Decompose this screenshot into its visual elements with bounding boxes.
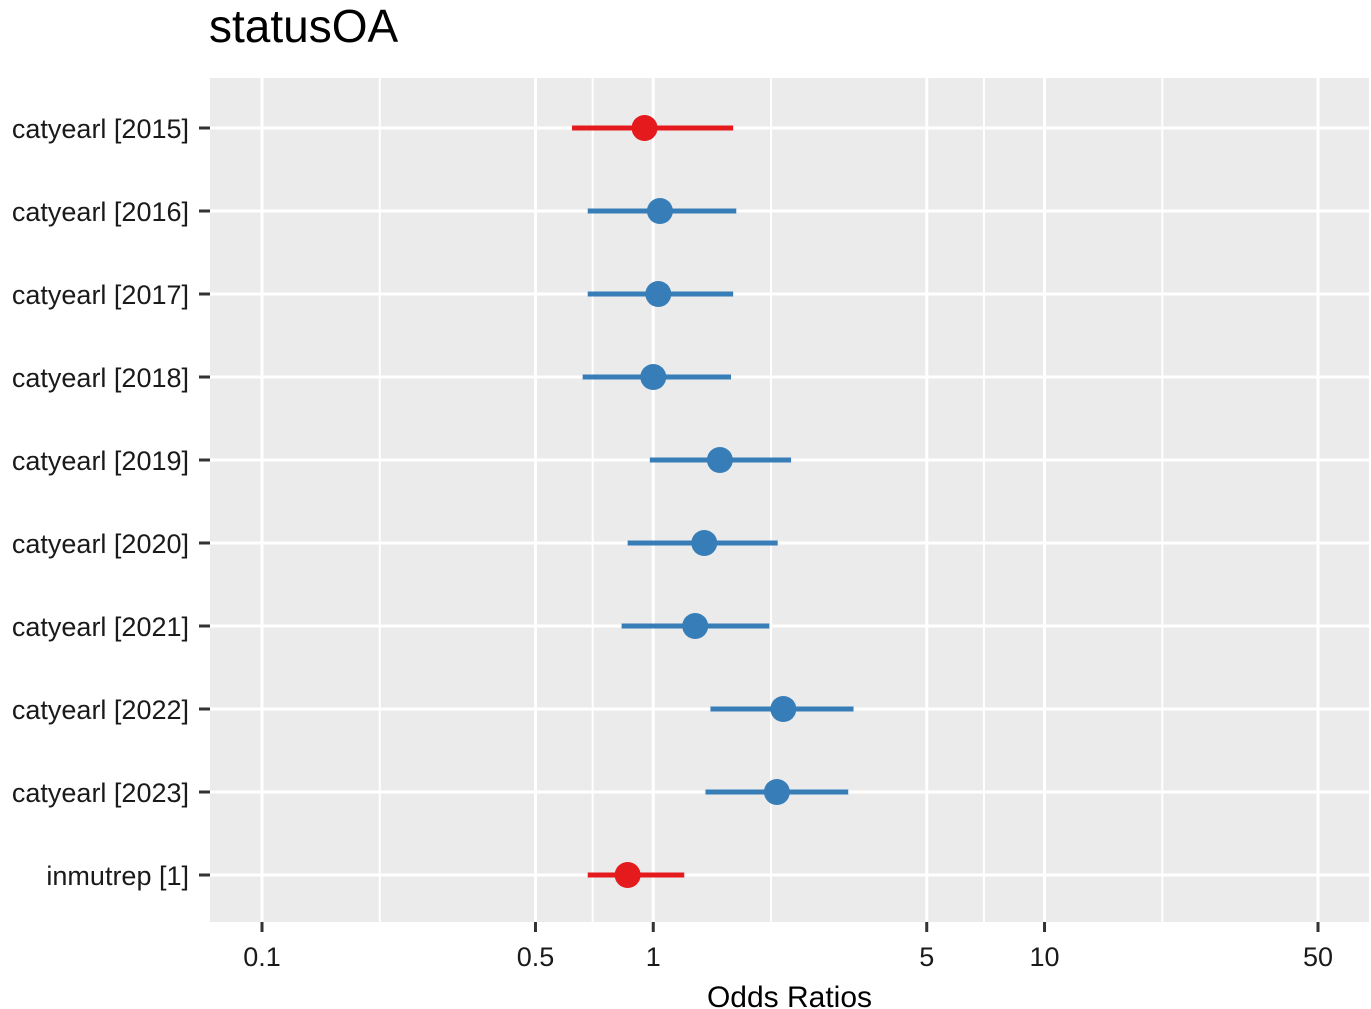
y-tick-label: catyearl [2021] <box>12 612 189 642</box>
estimate-point <box>691 530 718 556</box>
estimates <box>572 115 854 888</box>
y-tick-label: catyearl [2019] <box>12 446 189 476</box>
estimate-row <box>572 115 734 141</box>
x-axis: 0.1 0.5 1 5 10 50 <box>243 922 1333 972</box>
estimate-row <box>705 779 849 805</box>
estimate-row <box>587 198 737 224</box>
x-tick-label: 10 <box>1029 942 1059 972</box>
estimate-row <box>587 862 685 888</box>
estimate-row <box>649 447 792 473</box>
estimate-point <box>646 198 673 224</box>
estimate-point <box>645 281 672 307</box>
y-tick-label: catyearl [2017] <box>12 280 189 310</box>
estimate-point <box>640 364 667 390</box>
y-tick-label: catyearl [2018] <box>12 363 189 393</box>
estimate-point <box>770 696 797 722</box>
estimate-row <box>710 696 854 722</box>
estimate-point <box>763 779 790 805</box>
estimate-point <box>631 115 658 141</box>
estimate-row <box>621 613 770 639</box>
y-tick-label: catyearl [2022] <box>12 695 189 725</box>
estimate-point <box>706 447 733 473</box>
plot-panel <box>210 78 1369 922</box>
chart-title: statusOA <box>209 0 399 52</box>
estimate-row <box>587 281 734 307</box>
estimate-point <box>614 862 641 888</box>
y-tick-label: catyearl [2023] <box>12 778 189 808</box>
x-axis-title: Odds Ratios <box>707 981 872 1009</box>
y-tick-label: inmutrep [1] <box>46 861 189 891</box>
estimate-row <box>627 530 778 556</box>
y-tick-label: catyearl [2020] <box>12 529 189 559</box>
x-tick-label: 50 <box>1303 942 1333 972</box>
estimate-point <box>682 613 709 639</box>
y-tick-label: catyearl [2015] <box>12 114 189 144</box>
y-tick-label: catyearl [2016] <box>12 197 189 227</box>
x-tick-label: 0.1 <box>243 942 281 972</box>
y-axis: catyearl [2015] catyearl [2016] catyearl [… <box>12 114 210 891</box>
x-tick-label: 5 <box>919 942 934 972</box>
x-tick-label: 1 <box>646 942 661 972</box>
estimate-row <box>582 364 731 390</box>
x-tick-label: 0.5 <box>517 942 555 972</box>
